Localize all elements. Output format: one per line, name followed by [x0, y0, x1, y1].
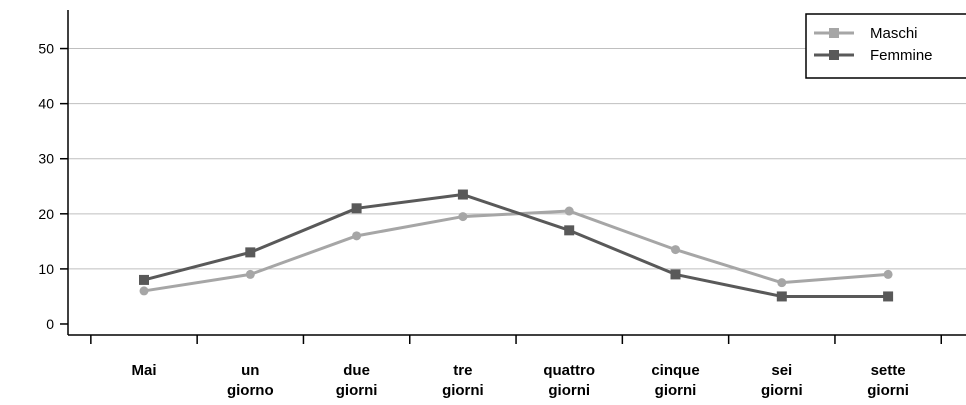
data-point-maschi-7	[883, 269, 893, 279]
data-point-femmine-2	[351, 203, 362, 214]
x-tick-label-3: tre giorni	[442, 362, 484, 399]
legend-box	[805, 13, 966, 79]
x-tick-label-4: quattro giorni	[543, 362, 595, 399]
data-point-femmine-6	[776, 291, 787, 302]
x-tick-label-line: sette	[871, 362, 906, 379]
data-point-femmine-3	[457, 189, 468, 200]
series-line-femmine	[143, 193, 889, 298]
x-tick-label-1: un giorno	[227, 362, 274, 399]
data-point-maschi-6	[777, 278, 787, 288]
series-layer	[139, 189, 894, 302]
axes	[67, 10, 966, 336]
x-tick-label-line: tre	[453, 362, 472, 379]
y-tick-label-50: 50	[38, 41, 54, 57]
x-tick-label-0: Mai	[131, 362, 156, 379]
x-tick-label-line: giorni	[867, 382, 909, 399]
x-tick-label-5: cinque giorni	[651, 362, 699, 399]
x-tick-label-line: quattro	[543, 362, 595, 379]
x-tick-label-line: due	[343, 362, 370, 379]
x-tick-label-line: Mai	[131, 362, 156, 379]
data-point-femmine-1	[245, 247, 256, 258]
x-tick-label-line: giorni	[336, 382, 378, 399]
y-tick-label-30: 30	[38, 151, 54, 167]
y-tick-label-0: 0	[46, 316, 54, 332]
data-point-maschi-0	[139, 286, 149, 296]
x-tick-label-7: sette giorni	[867, 362, 909, 399]
x-tick-label-line: giorno	[227, 382, 274, 399]
x-tick-label-line: giorni	[761, 382, 803, 399]
x-tick-label-line: sei	[771, 362, 792, 379]
y-tick-label-10: 10	[38, 261, 54, 277]
y-tick-label-40: 40	[38, 96, 54, 112]
data-point-femmine-0	[139, 274, 149, 285]
legend-label-maschi: Maschi	[870, 25, 918, 42]
gridlines	[68, 48, 966, 270]
legend-swatch-maschi-marker	[829, 28, 839, 38]
legend-label-femmine: Femmine	[870, 47, 933, 64]
data-point-femmine-5	[670, 269, 681, 280]
y-axis-ticks: 0 10 20 30 40 50	[38, 41, 68, 332]
x-tick-label-6: sei giorni	[761, 362, 803, 399]
data-point-maschi-4	[564, 206, 574, 216]
x-axis-ticks: Mai un giorno due giorni tre giorni quattro gior…	[90, 335, 942, 399]
x-tick-label-2: due giorni	[336, 362, 378, 399]
x-tick-label-line: cinque	[651, 362, 699, 379]
legend: Maschi Femmine	[805, 13, 966, 79]
data-point-maschi-5	[671, 245, 680, 255]
y-tick-label-20: 20	[38, 206, 54, 222]
data-point-femmine-7	[883, 291, 894, 302]
x-tick-label-line: giorni	[548, 382, 590, 399]
x-tick-label-line: giorni	[655, 382, 697, 399]
data-point-maschi-3	[458, 212, 468, 222]
data-point-maschi-1	[245, 269, 255, 279]
data-point-femmine-4	[564, 225, 575, 236]
x-tick-label-line: un	[241, 362, 259, 379]
legend-swatch-femmine-marker	[829, 50, 839, 60]
x-tick-label-line: giorni	[442, 382, 484, 399]
data-point-maschi-2	[352, 231, 362, 241]
